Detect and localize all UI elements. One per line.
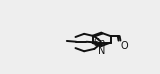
Text: Sn: Sn (93, 38, 105, 48)
Text: N: N (98, 46, 106, 56)
Text: O: O (120, 41, 128, 51)
